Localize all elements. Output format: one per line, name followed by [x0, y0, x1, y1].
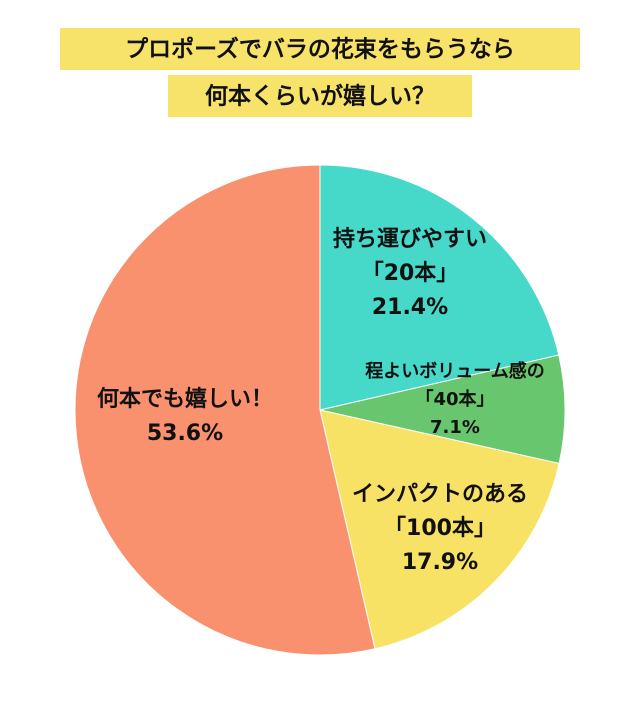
title-highlight [60, 28, 580, 70]
slice-label: 何本でも嬉しい！ [97, 386, 273, 412]
chart-title: プロポーズでバラの花束をもらうなら [125, 36, 515, 63]
title-highlight [168, 75, 472, 117]
pie-slice [319, 354, 566, 465]
chart-title: 何本くらいが嬉しい？ [205, 83, 435, 110]
value-label: 21.4% [372, 295, 448, 320]
slice-label: 「20本」 [362, 261, 459, 286]
value-label: 53.6% [147, 421, 223, 446]
slice-label: 持ち運びやすい [333, 227, 487, 252]
pie-slice [74, 164, 376, 656]
pie-slice [319, 409, 560, 650]
slice-label: 「40本」 [415, 388, 494, 410]
value-label: 17.9% [402, 550, 478, 575]
value-label: 7.1% [430, 417, 480, 438]
slice-label: インパクトのある [352, 482, 528, 507]
pie-slice [319, 164, 560, 411]
slice-label: 程よいボリューム感の [365, 360, 544, 382]
slice-label: 「100本」 [384, 516, 496, 541]
